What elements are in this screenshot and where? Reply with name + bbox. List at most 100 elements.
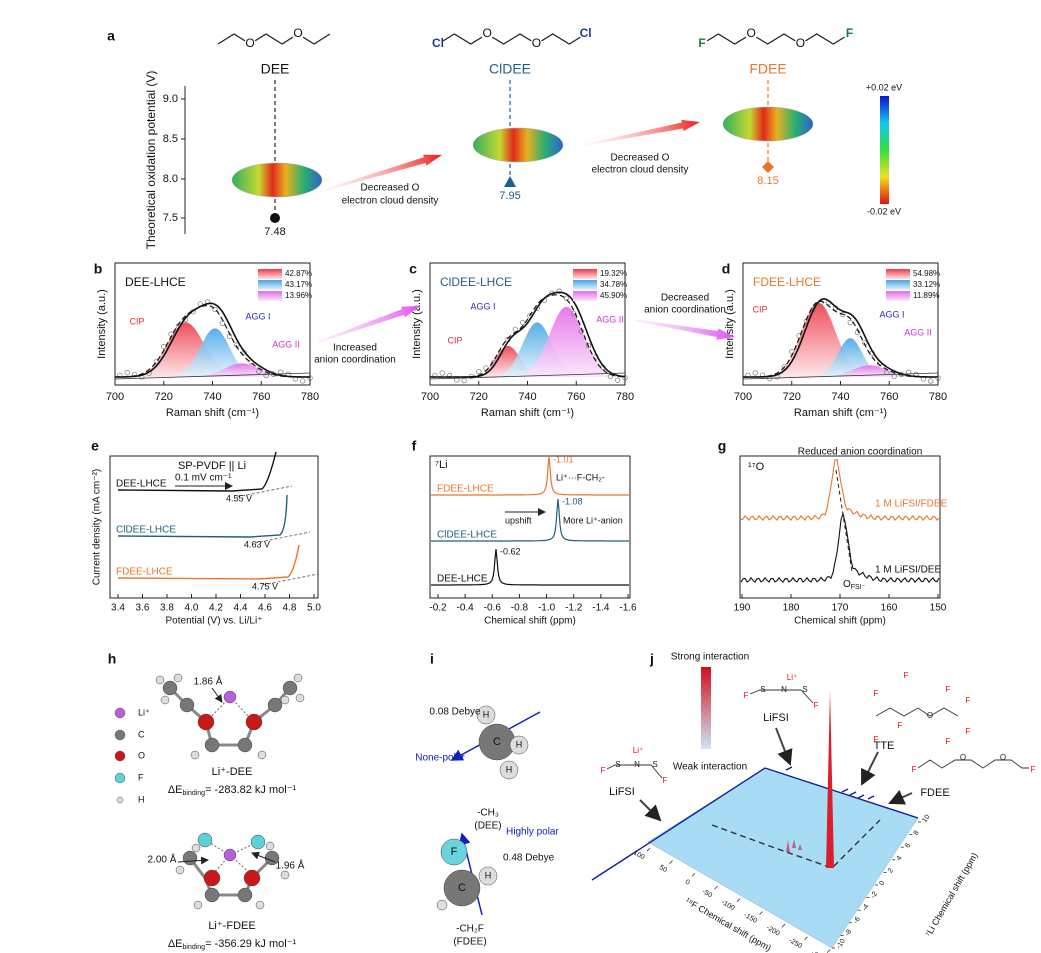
peak-area xyxy=(430,306,625,377)
axis-title: Current density (mA cm⁻²) xyxy=(92,469,103,585)
spectrum xyxy=(431,498,629,542)
legend-label: 45.90% xyxy=(600,291,627,300)
label: f xyxy=(412,438,417,454)
y-tick-label: 0 xyxy=(878,880,886,887)
arrow-body xyxy=(317,154,442,193)
x-tick-label: -1.6 xyxy=(619,603,637,614)
energy-symbol: ΔE xyxy=(168,938,183,950)
atom-label: F xyxy=(874,689,879,698)
fit-line xyxy=(743,298,938,378)
molecule-name: DEE xyxy=(261,61,290,77)
atom-bg xyxy=(244,38,256,50)
atom-label: F xyxy=(912,765,917,774)
peak-label-main: O xyxy=(843,579,851,590)
bond xyxy=(749,689,814,704)
line xyxy=(114,372,311,380)
peak xyxy=(792,839,796,848)
atom-bg xyxy=(432,38,444,50)
energy-value: = -283.82 kJ mol⁻¹ xyxy=(205,784,296,796)
label: 0.08 Debye xyxy=(429,707,481,718)
axis-title: Potential (V) vs. Li/Li⁺ xyxy=(166,616,263,627)
label: ¹⁷O xyxy=(748,461,765,473)
x-tick-label: -1.0 xyxy=(538,603,556,614)
peak-area xyxy=(743,365,938,377)
atom xyxy=(440,838,468,866)
label: Strong interaction xyxy=(671,652,749,663)
x-tick-label: 180 xyxy=(783,603,800,614)
curve-label: 1 M LiFSI/DEE xyxy=(875,565,941,576)
molecule-label: FDEE xyxy=(920,787,949,799)
guide-line xyxy=(711,819,881,869)
atom-label: S xyxy=(652,760,657,769)
pointer xyxy=(177,856,209,865)
atom xyxy=(255,900,265,910)
atom-label: F xyxy=(946,685,951,694)
atom-bg xyxy=(843,28,856,40)
x-tick-label: 190 xyxy=(734,603,751,614)
peak xyxy=(826,690,834,868)
legend-label: 43.17% xyxy=(285,280,312,289)
legend-swatch xyxy=(886,291,910,301)
label: Decreased O xyxy=(361,183,420,194)
x-tick-label: 760 xyxy=(567,391,585,403)
atom xyxy=(179,697,195,713)
atom xyxy=(499,760,519,780)
complex-name: Li⁺-FDEE xyxy=(208,920,255,932)
panel-title: ClDEE-LHCE xyxy=(440,275,512,289)
legend-label: H xyxy=(138,794,145,804)
atom xyxy=(257,750,267,760)
data-point xyxy=(300,378,306,384)
data-point xyxy=(219,320,225,326)
curve-label: 1 M LiFSI/FDEE xyxy=(875,499,948,510)
label: 2.00 Å xyxy=(148,853,177,866)
marker xyxy=(841,788,849,793)
atom xyxy=(243,869,261,887)
atom-label: F xyxy=(874,735,879,744)
data-point xyxy=(563,295,570,301)
atom xyxy=(204,737,220,753)
molecule-label: LiFSI xyxy=(763,712,789,724)
atom xyxy=(197,832,213,848)
pointer xyxy=(211,687,223,703)
atom xyxy=(182,850,198,866)
binding-energy: ΔEbinding= -283.82 kJ mol⁻¹ xyxy=(168,784,297,797)
label: Li⁺···F-CH₂- xyxy=(556,472,605,482)
atom xyxy=(282,680,298,696)
label: anion coordination xyxy=(644,305,726,316)
onset-label: 4.63 V xyxy=(244,539,270,549)
molecule-label: TTE xyxy=(874,740,895,752)
onset-label: 4.55 V xyxy=(226,493,252,503)
atom xyxy=(204,887,220,903)
energy-value: = -356.29 kJ mol⁻¹ xyxy=(205,938,296,950)
x-tick-label: -200 xyxy=(765,924,781,937)
x-tick-label: 0 xyxy=(684,879,691,887)
data-point xyxy=(212,306,218,312)
legend-marker xyxy=(114,750,126,762)
atom-label: H xyxy=(485,870,492,880)
atom xyxy=(193,900,203,910)
colorbar xyxy=(701,667,711,749)
esp-surface xyxy=(472,127,564,163)
x-tick-label: 700 xyxy=(421,391,439,403)
colorbar xyxy=(880,96,889,204)
atom-label: Li⁺ xyxy=(787,673,797,682)
atom xyxy=(162,680,178,696)
atom-label: F xyxy=(966,727,971,736)
atom-label: O xyxy=(747,26,756,40)
legend-swatch xyxy=(573,280,597,290)
label: Weak interaction xyxy=(673,762,747,773)
data-point xyxy=(847,319,853,326)
atom-label: F xyxy=(451,846,458,858)
atom-label: O xyxy=(483,26,492,40)
legend-marker xyxy=(116,796,124,804)
data-point xyxy=(840,311,846,318)
atom-label: O xyxy=(1000,753,1006,762)
esp-surface xyxy=(722,106,814,142)
legend-label: Li⁺ xyxy=(138,707,150,717)
spectrum xyxy=(431,548,629,586)
atom-label: F xyxy=(904,671,909,680)
atom-label: F xyxy=(966,696,971,705)
arrow-body xyxy=(633,319,735,340)
axis-title: Intensity (a.u.) xyxy=(411,289,423,359)
legend-label: C xyxy=(138,729,145,739)
